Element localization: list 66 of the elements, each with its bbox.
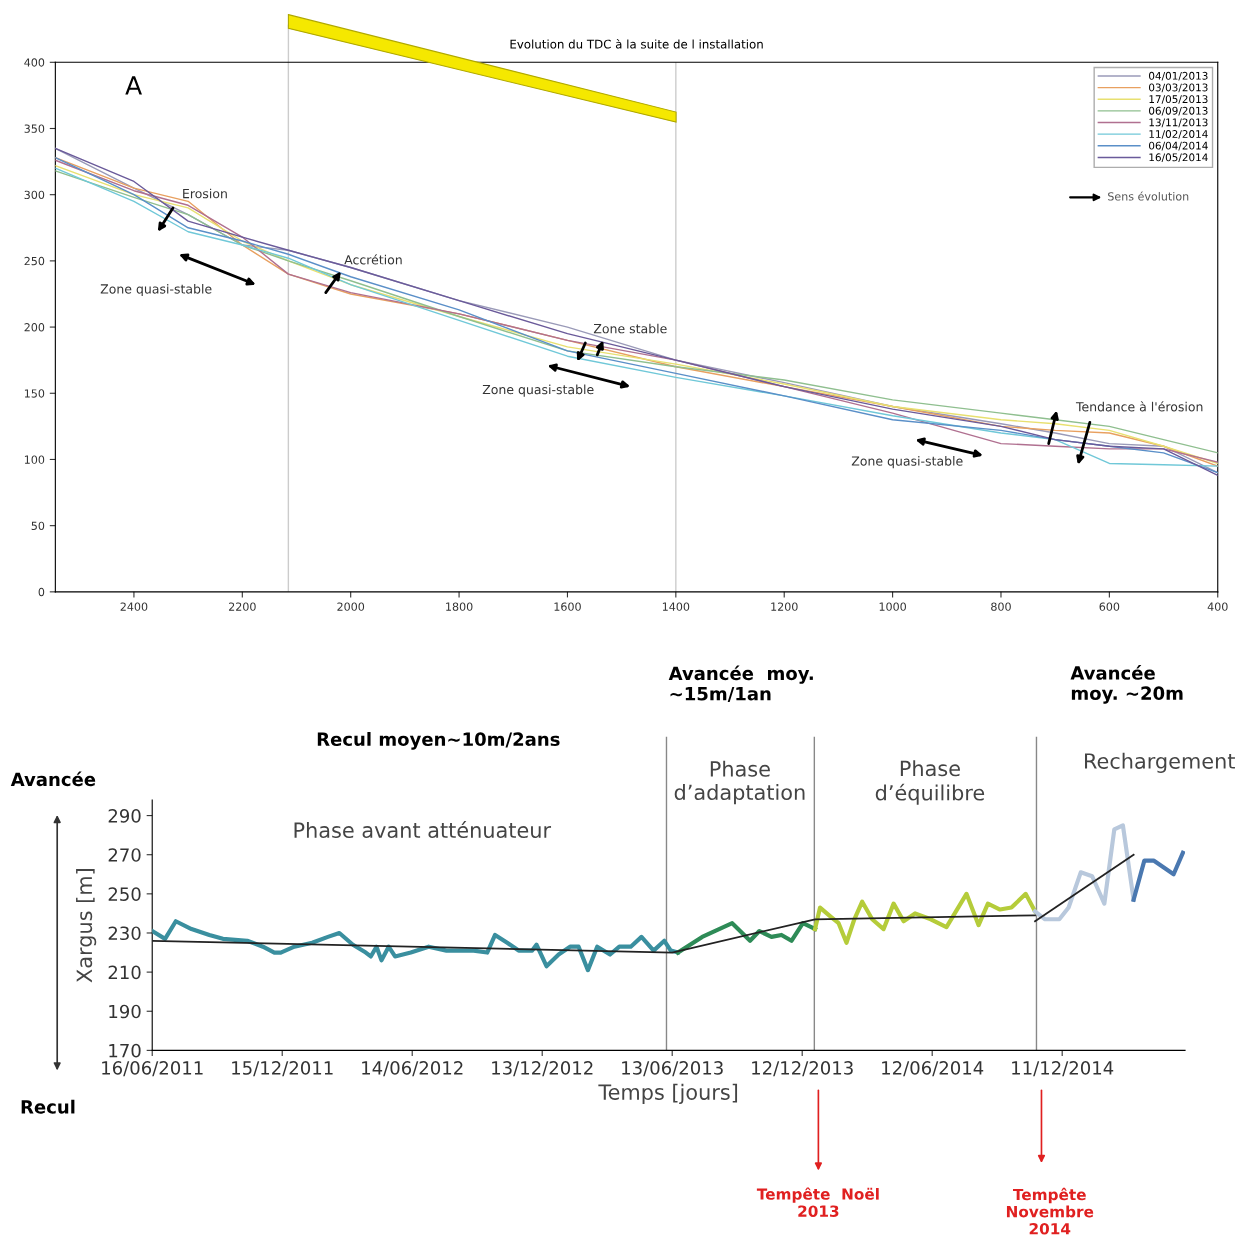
x-tick-label: 14/06/2012	[362, 1061, 463, 1077]
annotation: Erosion	[183, 188, 227, 199]
legend-label: 06/04/2014	[1149, 141, 1208, 151]
legend-label: 13/11/2013	[1149, 118, 1208, 128]
x-tick-label: 15/12/2011	[232, 1061, 333, 1077]
annotation: Sens évolution	[1108, 191, 1189, 201]
annotation: Zone stable	[593, 323, 667, 334]
x-tick-label: 1800	[446, 602, 473, 611]
y-tick-label: 150	[24, 389, 45, 398]
chart-title: Evolution du TDC à la suite de l installation	[510, 38, 763, 49]
text: Avancée moy. ~20m	[1070, 665, 1183, 704]
legend-label: 04/01/2013	[1149, 71, 1208, 81]
x-tick-label: 1600	[554, 602, 581, 611]
text: Avancée moy. ~15m/1an	[668, 665, 813, 702]
y-tick-label: 400	[24, 58, 45, 67]
annotation: Zone quasi-stable	[482, 384, 594, 397]
text: Avancée	[10, 771, 96, 787]
text: Recul moyen~10m/2ans	[317, 732, 560, 750]
x-tick-label: 13/06/2013	[622, 1061, 723, 1077]
annotation: Phase avant atténuateur	[294, 821, 552, 839]
x-axis-title: Temps [jours]	[598, 1083, 738, 1104]
y-tick-label: 200	[24, 323, 45, 332]
legend-label: 03/03/2013	[1149, 83, 1208, 93]
x-tick-label: 1400	[662, 602, 690, 611]
x-tick-label: 12/12/2013	[752, 1061, 853, 1077]
x-tick-label: 800	[991, 602, 1011, 611]
y-tick-label: 210	[108, 965, 141, 980]
y-tick-label: 230	[108, 926, 141, 941]
x-tick-label: 600	[1099, 602, 1120, 611]
text: Recul	[21, 1099, 75, 1114]
y-tick-label: 250	[108, 887, 141, 901]
y-tick-label: 350	[24, 124, 45, 133]
legend-label: 17/05/2013	[1149, 95, 1208, 104]
y-tick-label: 290	[108, 809, 141, 823]
annotation: Zone quasi-stable	[100, 283, 212, 297]
y-tick-label: 250	[24, 256, 45, 266]
annotation: Phase d’adaptation	[674, 760, 805, 805]
annotation: Phase d’équilibre	[875, 760, 985, 805]
x-tick-label: 400	[1207, 602, 1228, 611]
y-tick-label: 270	[108, 848, 141, 862]
legend-label: 06/09/2013	[1149, 106, 1208, 116]
y-tick-label: 190	[109, 1004, 141, 1019]
x-tick-label: 13/12/2012	[492, 1061, 593, 1077]
y-tick-label: 170	[109, 1043, 141, 1058]
annotation: A	[125, 76, 142, 95]
text: Rechargement	[1085, 752, 1235, 773]
y-tick-label: 0	[38, 587, 45, 597]
y-tick-label: 300	[24, 190, 45, 200]
y-tick-label: 50	[31, 521, 45, 531]
text: Tempête Noël 2013	[756, 1187, 879, 1217]
y-tick-label: 100	[24, 455, 45, 464]
x-tick-label: 12/06/2014	[882, 1061, 984, 1077]
x-tick-label: 11/12/2014	[1012, 1061, 1114, 1077]
annotation: Zone quasi-stable	[851, 456, 963, 469]
annotation: Accrétion	[344, 254, 402, 265]
annotation: Tendance à l'érosion	[1075, 401, 1203, 412]
legend-label: 11/02/2014	[1149, 130, 1208, 139]
x-tick-label: 16/06/2011	[102, 1061, 203, 1077]
text: Tempête Novembre 2014	[1006, 1187, 1094, 1235]
x-tick-label: 2000	[337, 602, 365, 611]
x-tick-label: 1000	[879, 602, 906, 611]
y-axis-title: Xargus [m]	[76, 869, 97, 983]
x-tick-label: 2400	[120, 602, 148, 611]
legend-label: 16/05/2014	[1149, 153, 1208, 163]
x-tick-label: 2200	[228, 602, 256, 611]
x-tick-label: 1200	[771, 602, 798, 611]
